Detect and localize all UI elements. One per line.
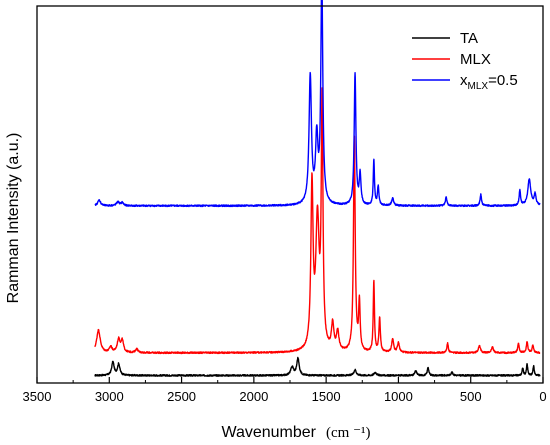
x-axis-unit: (cm ⁻¹)	[326, 425, 370, 441]
legend-label-1: TA	[460, 30, 478, 47]
x-tick-label: 1500	[312, 389, 341, 404]
x-axis-title: Wavenumber	[221, 424, 316, 441]
legend: TA MLX xMLX=0.5	[412, 30, 518, 92]
x-tick-label: 1000	[384, 389, 413, 404]
series-line-2	[94, 87, 541, 355]
x-tick-label: 2500	[167, 389, 196, 404]
y-axis-title: Ramman Intensity (a.u.)	[5, 133, 22, 304]
x-axis: 3500 3000 2500 2000 1500 1000 500 0	[23, 377, 547, 404]
legend-label-2: MLX	[460, 51, 491, 68]
x-tick-label: 2000	[239, 389, 268, 404]
x-tick-label: 3000	[95, 389, 124, 404]
x-tick-label: 500	[460, 389, 482, 404]
series-layer	[94, 0, 541, 377]
x-tick-label: 3500	[23, 389, 52, 404]
x-tick-label: 0	[539, 389, 546, 404]
series-line-3	[94, 0, 541, 208]
series-line-1	[94, 356, 541, 377]
legend-label-3: xMLX=0.5	[460, 72, 518, 92]
